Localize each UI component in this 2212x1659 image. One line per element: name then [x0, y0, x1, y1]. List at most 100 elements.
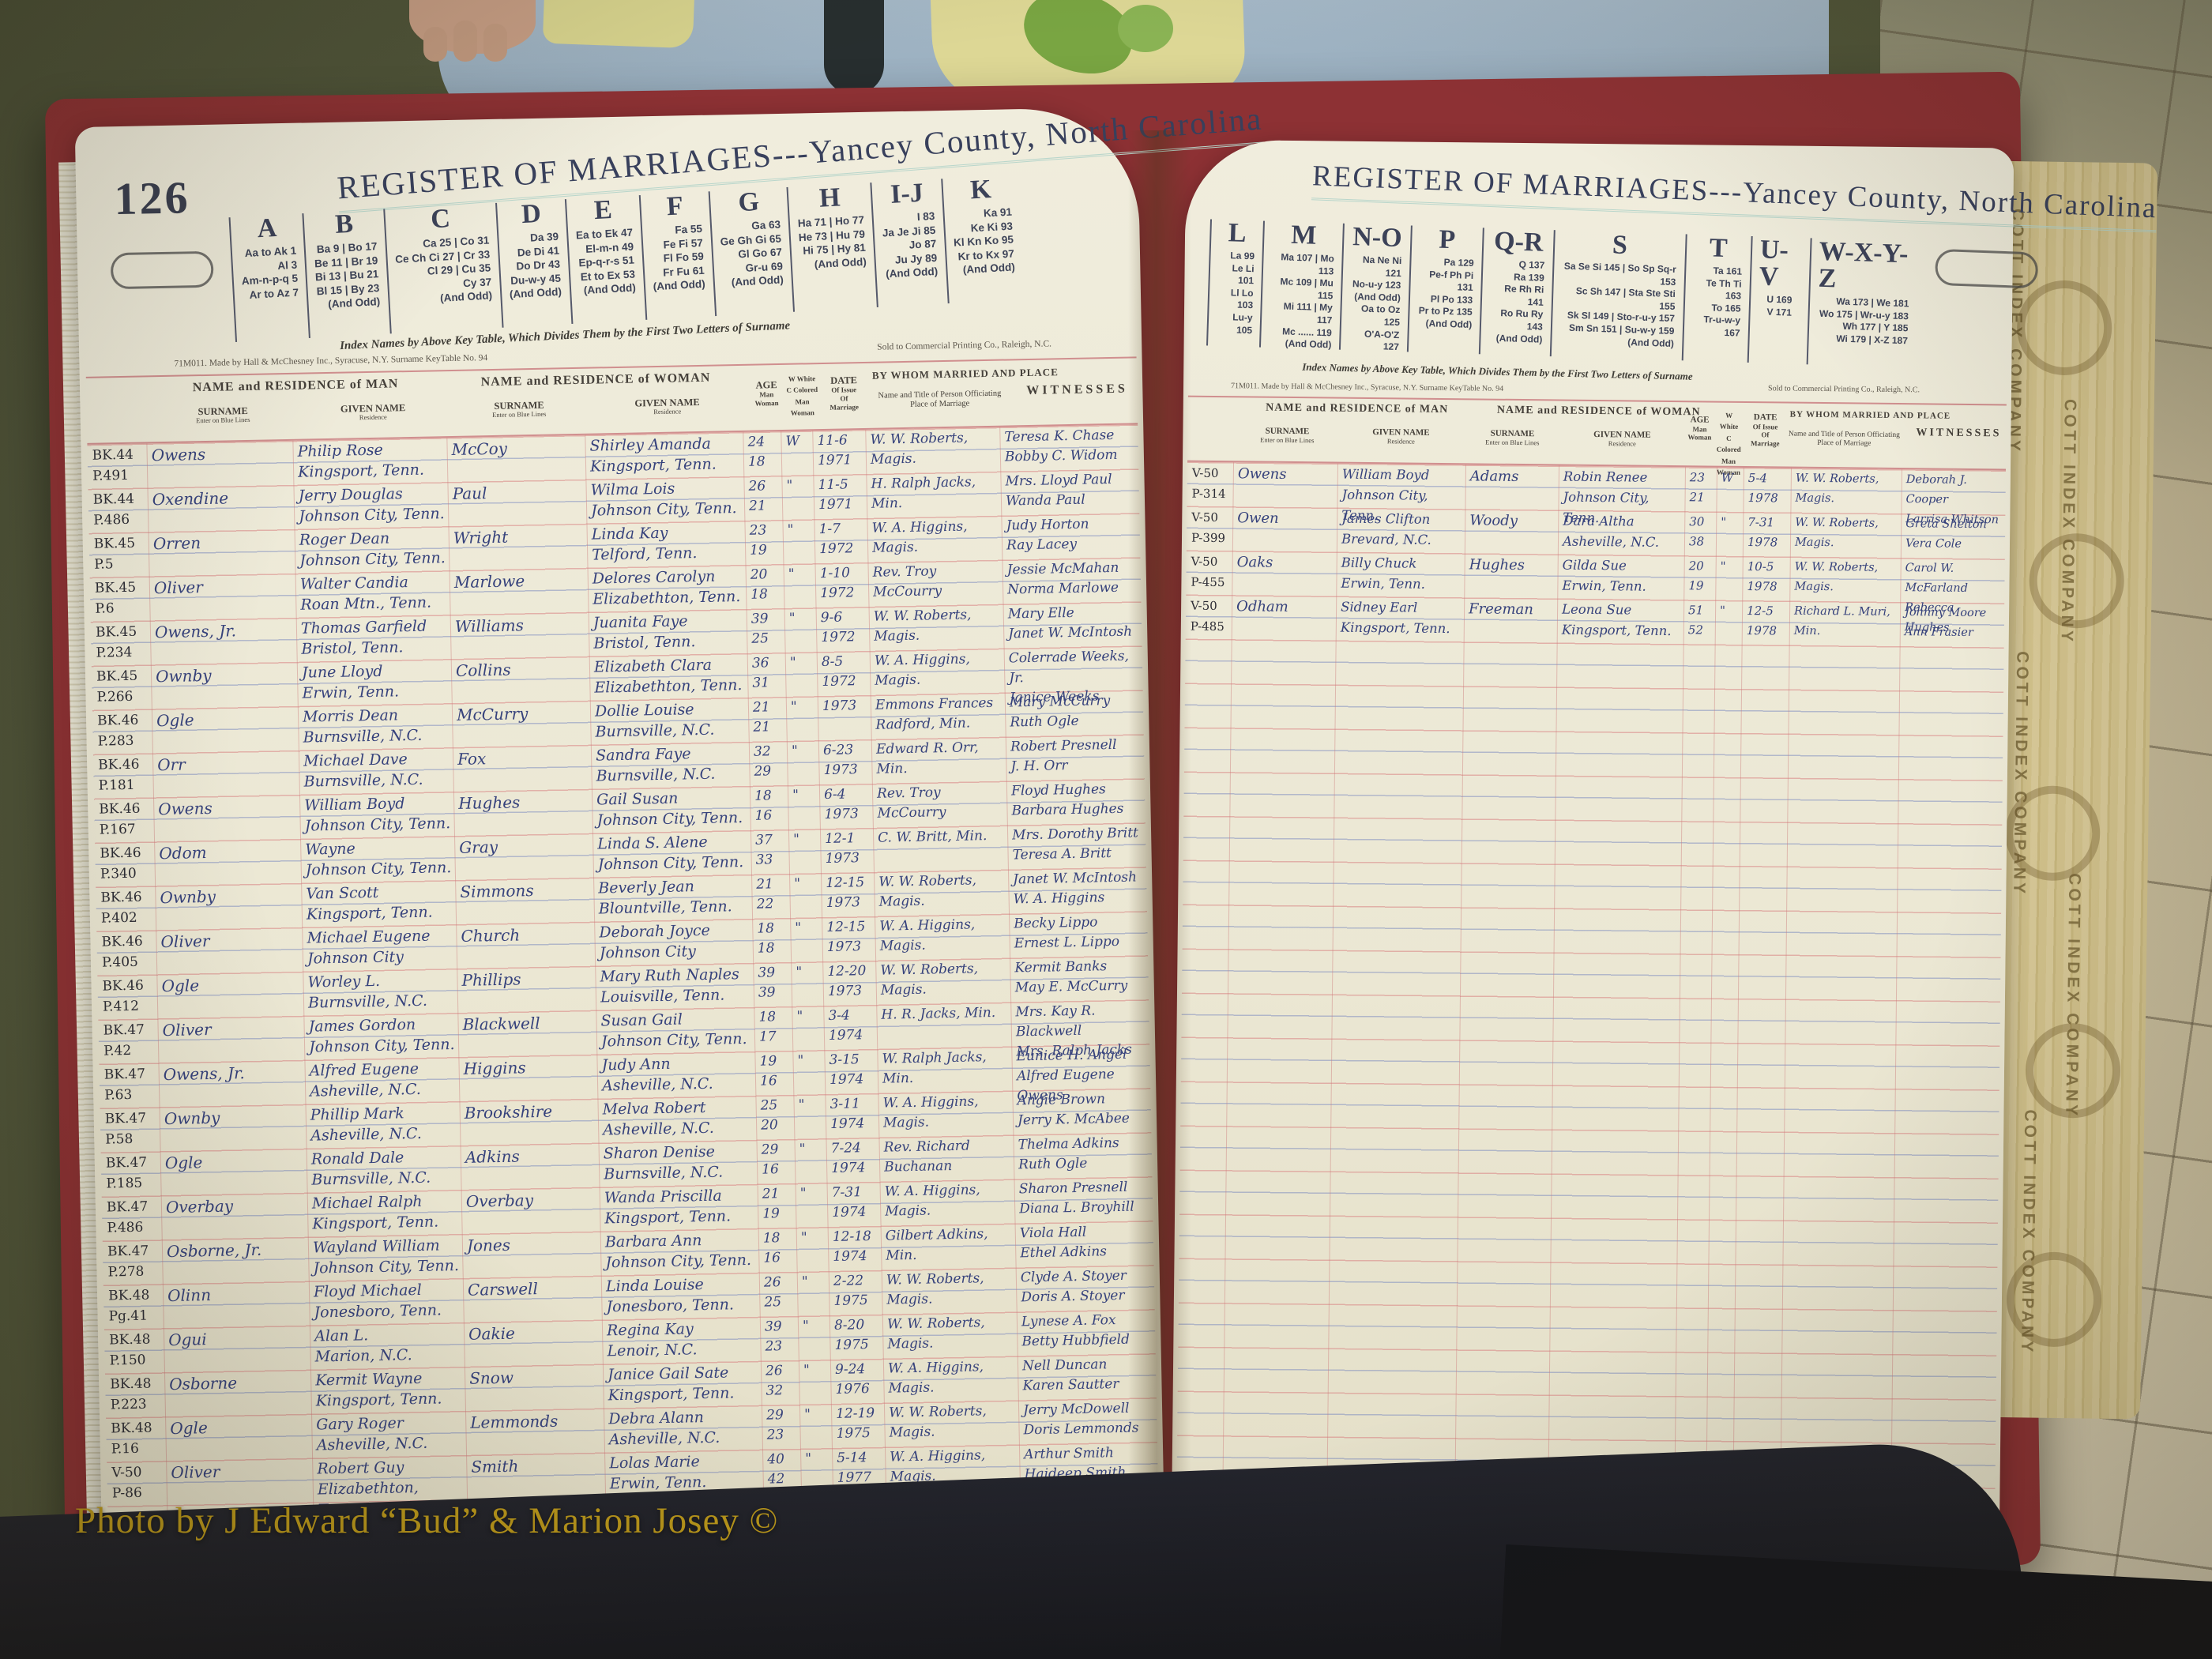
witnesses: Judy Horton Ray Lacey	[1006, 516, 1089, 554]
woman-surname: Simmons	[460, 881, 534, 901]
key-entries: Na Ne Ni 121 No-u-y 123 (And Odd) Oa to …	[1352, 254, 1402, 353]
key-letter: N-O	[1352, 222, 1403, 254]
woman-group-header: NAME and RESIDENCE of WOMAN	[1496, 404, 1701, 419]
officiant-sub-header: Name and Title of Person Officiating Pla…	[1788, 430, 1900, 448]
key-entries: Ma 107 | Mo 113 Mc 109 | Mu 115 Mi 111 |…	[1280, 251, 1335, 351]
man-surname: Ogle	[161, 976, 200, 996]
date-header: DATE Of Issue Of Marriage	[830, 374, 860, 412]
man-group-header: NAME and RESIDENCE of MAN	[192, 377, 399, 395]
marriage-date: 12-20 1973	[827, 963, 867, 999]
sold-note: Sold to Commercial Printing Co., Raleigh…	[1767, 384, 1920, 395]
race: "	[802, 1318, 810, 1334]
man-given-residence: Worley L. Burnsville, N.C.	[307, 972, 428, 1012]
key-column: W-X-Y-Z Wa 173 | We 181 Wo 175 | Wr-u-y …	[1806, 237, 1921, 368]
woman-given-residence: Sharon Denise Burnsville, N.C.	[603, 1142, 724, 1183]
key-letter: D	[521, 198, 542, 230]
ages: 21 21	[752, 699, 771, 735]
woman-surname-header: SURNAME Enter on Blue Lines	[492, 399, 547, 419]
marriage-date: 11-5 1971	[818, 476, 853, 514]
key-column: M Ma 107 | Mo 113 Mc 109 | Mu 115 Mi 111…	[1259, 220, 1344, 351]
woman-surname: Overbay	[465, 1191, 534, 1211]
woman-surname: Brookshire	[464, 1101, 553, 1123]
race: "	[788, 566, 795, 582]
woman-given-residence: Regina Kay Lenoir, N.C.	[606, 1320, 698, 1360]
woman-given-residence: Linda Louise Jonesboro, Tenn.	[605, 1276, 735, 1316]
man-surname: Ownby	[164, 1108, 220, 1129]
woman-given-residence: Sandra Faye Burnsville, N.C.	[595, 745, 716, 785]
man-group-header: NAME and RESIDENCE of MAN	[1266, 401, 1449, 416]
officiant: W. W. Roberts, Magis.	[878, 872, 977, 910]
ages: 39 25	[750, 611, 769, 647]
woman-given-residence: Wanda Priscilla Kingsport, Tenn.	[604, 1187, 732, 1228]
ages: 26 21	[748, 478, 766, 514]
officiant: Richard L. Muri, Min.	[1793, 604, 1890, 638]
register-rows: V-50 P-314 Owens William Boyd Johnson Ci…	[1186, 462, 2006, 648]
race: "	[800, 1229, 807, 1246]
key-letter: F	[665, 191, 684, 222]
marriage-date: 1973	[822, 698, 857, 715]
ages: 30 38	[1688, 514, 1705, 549]
man-given-residence: Jerry Douglas Johnson City, Tenn.	[298, 485, 445, 525]
officiant: W. A. Higgins, Magis.	[882, 1093, 979, 1131]
book-page-ref: BK.46 P.283	[96, 712, 139, 750]
key-letter: T	[1709, 233, 1729, 264]
book-page-ref: BK.46 P.402	[100, 889, 142, 927]
officiant: H. Ralph Jacks, Min.	[871, 474, 976, 512]
man-surname: Osborne, Jr.	[166, 1240, 262, 1262]
age-header: AGE Man Woman	[1687, 415, 1712, 442]
woman-given-residence: Janice Gail Sate Kingsport, Tenn.	[607, 1364, 735, 1405]
woman-given-header: GIVEN NAME Residence	[634, 396, 700, 416]
marriage-date: 2-22 1975	[833, 1273, 868, 1309]
woman-surname-header: SURNAME Enter on Blue Lines	[1485, 428, 1540, 446]
woman-given-residence: Leona Sue Kingsport, Tenn.	[1561, 601, 1672, 639]
race: "	[803, 1406, 811, 1423]
marriage-date: 9-24 1976	[834, 1361, 871, 1398]
key-column: T Ta 161 Te Th Ti 163 To 165 Tr-u-w-y 16…	[1681, 233, 1751, 363]
book-page-ref: BK.46 P.412	[102, 977, 145, 1015]
man-given-residence: Floyd Michael Jonesboro, Tenn.	[313, 1281, 442, 1322]
key-column: D Da 39 De Di 41 Do Dr 43 Du-w-y 45 (And…	[495, 198, 572, 328]
key-entries: Ga 63 Ge Gh Gi 65 Gl Go 67 Gr-u 69 (And …	[720, 218, 784, 289]
ages: 29 16	[761, 1142, 780, 1178]
man-given-residence: Phillip Mark Asheville, N.C.	[310, 1104, 423, 1145]
race: "	[799, 1185, 807, 1202]
age-header: AGE Man Woman	[754, 379, 779, 408]
register-row: V-50 P-485 Odham Sidney Earl Kingsport, …	[1186, 595, 2005, 648]
woman-given-residence: Juanita Faye Bristol, Tenn.	[592, 612, 696, 653]
key-entries: Ea to Ek 47 El-m-n 49 Ep-q-r-s 51 Et to …	[575, 226, 637, 297]
man-surname: Orren	[152, 533, 201, 554]
woman-given-header: GIVEN NAME Residence	[1593, 429, 1651, 448]
surname-key-table: L La 99 Le Li 101 Ll Lo 103 Lu-y 105 M M…	[1206, 218, 1921, 368]
key-column: N-O Na Ne Ni 121 No-u-y 123 (And Odd) Oa…	[1339, 222, 1411, 353]
key-entries: I 83 Ja Je Ji 85 Jo 87 Ju Jy 89 (And Odd…	[882, 209, 939, 280]
book-page-ref: BK.47 P.185	[105, 1154, 148, 1192]
key-entries: Fa 55 Fe Fi 57 Fl Fo 59 Fr Fu 61 (And Od…	[653, 222, 706, 293]
book-gutter-shadow	[1128, 130, 1191, 1544]
marriage-date: 9-6 1972	[820, 609, 856, 646]
index-stamp-ring	[2004, 784, 2101, 882]
key-table-note: Index Names by Above Key Table, Which Di…	[1302, 360, 1693, 382]
race: "	[1721, 514, 1727, 529]
marriage-date: 7-31 1978	[1747, 515, 1778, 550]
officiant: W. A. Higgins, Magis.	[887, 1359, 984, 1397]
witnesses: Floyd Hughes Barbara Hughes	[1010, 781, 1124, 819]
key-letter: L	[1228, 218, 1247, 248]
index-bracket-stamp	[1934, 248, 2039, 289]
photo-credit: Photo by J Edward “Bud” & Marion Josey ©	[75, 1500, 779, 1541]
woman-surname: Jones	[466, 1235, 511, 1255]
book-page-ref: BK.45 P.6	[94, 579, 137, 617]
woman-surname: McCurry	[456, 704, 529, 724]
book-page-ref: BK.47 P.486	[106, 1198, 149, 1236]
woman-surname: McCoy	[451, 438, 508, 459]
man-given-residence: Ronald Dale Burnsville, N.C.	[310, 1149, 431, 1189]
right-page: REGISTER OF MARRIAGES---Yancey County, N…	[1171, 139, 2158, 1548]
race: "	[791, 743, 799, 759]
man-given-residence: Gary Roger Asheville, N.C.	[316, 1414, 428, 1454]
book-page-ref: BK.44 P.486	[92, 491, 135, 529]
key-letter: G	[737, 186, 760, 218]
woman-surname: Snow	[468, 1367, 514, 1388]
book-page-ref: BK.47 P.278	[107, 1243, 149, 1281]
officiant: W. A. Higgins, Magis.	[879, 916, 976, 954]
book-page-ref: BK.48 P.150	[108, 1331, 151, 1369]
